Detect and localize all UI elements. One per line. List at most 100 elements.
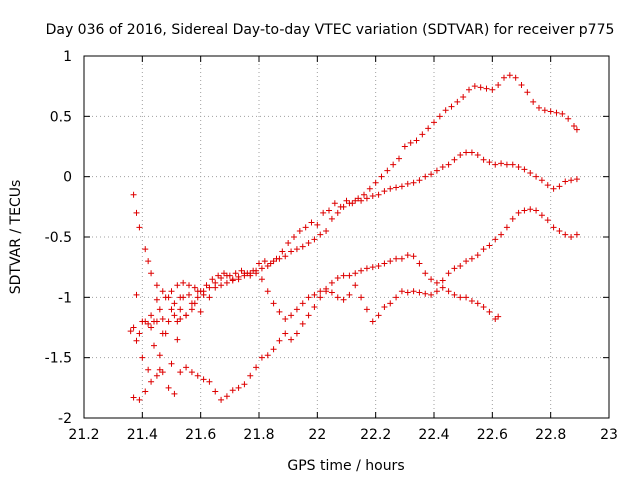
data-point	[264, 262, 271, 269]
data-point	[136, 330, 143, 337]
data-point	[387, 258, 394, 265]
data-point	[492, 236, 499, 243]
data-point	[133, 209, 140, 216]
data-point	[457, 151, 464, 158]
data-point	[547, 108, 554, 115]
series-track-b-middle	[130, 149, 580, 337]
data-point	[419, 131, 426, 138]
data-point	[346, 200, 353, 207]
data-point	[151, 342, 157, 349]
data-point	[451, 156, 458, 163]
x-tick-label: 21.6	[185, 427, 216, 443]
data-point	[439, 277, 446, 284]
data-point	[501, 74, 507, 81]
data-point	[323, 227, 330, 234]
data-point	[247, 372, 254, 379]
data-point	[477, 84, 484, 91]
data-point	[200, 376, 207, 383]
data-point	[396, 155, 402, 162]
data-point	[428, 276, 435, 283]
data-point	[334, 294, 341, 301]
data-point	[544, 217, 551, 224]
data-point	[153, 318, 160, 325]
data-point	[363, 265, 370, 272]
data-point	[218, 275, 225, 282]
data-point	[148, 270, 155, 277]
data-point	[498, 231, 505, 238]
x-axis-label: GPS time / hours	[287, 458, 404, 474]
data-point	[194, 372, 201, 379]
data-point	[200, 291, 207, 298]
plot-frame	[83, 55, 610, 419]
data-point	[334, 209, 341, 216]
data-point	[480, 303, 487, 310]
data-point	[168, 306, 175, 313]
data-point	[556, 227, 563, 234]
data-point	[457, 294, 464, 301]
data-point	[223, 393, 230, 400]
data-point	[381, 188, 388, 195]
data-point	[130, 394, 137, 401]
data-point	[279, 248, 286, 255]
data-point	[413, 137, 420, 144]
data-point	[410, 253, 417, 260]
data-point	[156, 366, 163, 373]
data-point	[159, 288, 166, 295]
data-point	[445, 288, 452, 295]
data-point	[503, 224, 510, 231]
data-point	[212, 284, 219, 291]
data-point	[375, 191, 382, 198]
data-point	[463, 258, 470, 265]
data-point	[218, 396, 225, 403]
data-point	[311, 236, 318, 243]
data-point	[556, 183, 563, 190]
data-point	[352, 282, 359, 289]
data-points	[127, 72, 580, 403]
data-point	[168, 288, 175, 295]
data-point	[384, 167, 391, 174]
data-point	[486, 242, 493, 249]
data-point	[521, 207, 528, 214]
data-point	[358, 294, 365, 301]
data-point	[509, 215, 516, 222]
data-point	[369, 264, 376, 271]
x-tick-label: 21.4	[127, 427, 158, 443]
data-point	[503, 161, 510, 168]
data-point	[323, 285, 330, 292]
data-point	[253, 364, 260, 371]
data-point	[363, 306, 370, 313]
data-point	[156, 352, 163, 359]
data-point	[562, 178, 569, 185]
data-point	[573, 126, 580, 133]
data-point	[451, 265, 458, 272]
data-point	[457, 262, 464, 269]
data-point	[372, 179, 379, 186]
data-point	[299, 243, 306, 250]
data-point	[188, 369, 195, 376]
data-point	[550, 185, 557, 192]
chart-title: Day 036 of 2016, Sidereal Day-to-day VTE…	[46, 22, 615, 38]
data-point	[463, 149, 470, 156]
data-point	[314, 221, 321, 228]
data-point	[425, 125, 432, 132]
data-point	[171, 312, 178, 319]
data-point	[471, 83, 478, 90]
data-point	[527, 170, 534, 177]
x-tick-label: 22.8	[535, 427, 566, 443]
data-point	[241, 272, 248, 279]
data-point	[416, 260, 423, 267]
data-point	[194, 294, 201, 301]
data-point	[439, 284, 446, 291]
data-point	[133, 337, 140, 344]
data-point	[232, 270, 239, 277]
data-point	[533, 207, 540, 214]
x-tick-label: 22.4	[418, 427, 449, 443]
data-point	[317, 288, 324, 295]
data-point	[340, 296, 347, 303]
x-tick-label: 22	[308, 427, 326, 443]
data-point	[165, 318, 172, 325]
data-point	[439, 164, 446, 171]
data-point	[235, 384, 242, 391]
data-point	[223, 272, 230, 279]
